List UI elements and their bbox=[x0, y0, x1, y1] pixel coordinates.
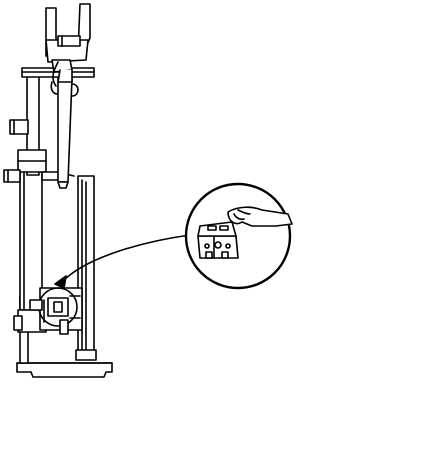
callout-arrow bbox=[54, 234, 191, 289]
lower-fixture-icon bbox=[29, 287, 83, 335]
hand-holding-fixture-icon bbox=[197, 206, 293, 259]
test-stand-frame-icon bbox=[3, 67, 95, 333]
load-cell-icon bbox=[50, 77, 79, 189]
upper-grip-fixture-icon bbox=[45, 3, 91, 87]
